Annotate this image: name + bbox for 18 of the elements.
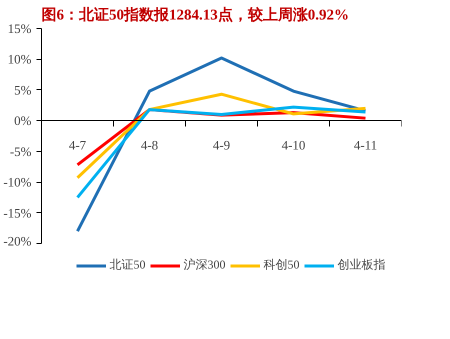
y-tick-label: -15% [3,205,32,220]
x-tick-label: 4-9 [212,138,230,153]
y-tick-label: -5% [10,144,32,159]
legend-label: 北证50 [110,256,146,274]
y-tick-label: -10% [3,174,32,190]
y-tick-label: 15% [8,21,32,36]
legend-label: 科创50 [264,256,300,274]
y-tick-label: -20% [3,234,32,248]
x-tick-label: 4-10 [282,138,306,153]
legend-label: 沪深300 [184,256,226,274]
y-tick-label: 5% [14,82,32,98]
x-tick-label: 4-8 [140,138,158,153]
y-tick-label: 0% [14,113,32,128]
legend-label: 创业板指 [338,256,386,274]
y-tick-label: 10% [8,52,32,67]
chart-title: 图6：北证50指数报1284.13点，较上周涨0.92% [42,6,349,24]
x-tick-label: 4-11 [354,138,378,153]
x-tick-label: 4-7 [68,138,87,153]
